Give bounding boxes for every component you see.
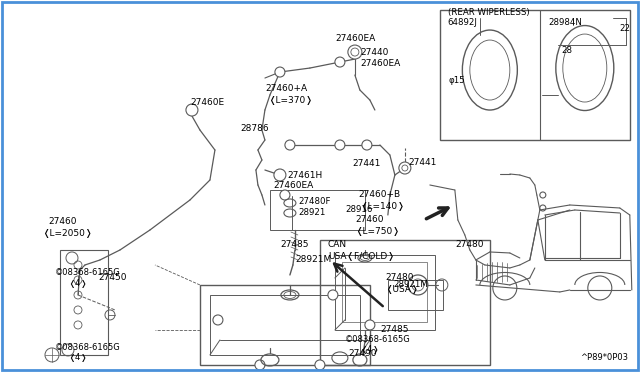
Bar xyxy=(388,280,443,310)
Text: 27485: 27485 xyxy=(380,326,408,334)
Text: 27480: 27480 xyxy=(385,273,413,282)
Text: ©08368-6165G: ©08368-6165G xyxy=(55,343,121,352)
Text: ❬L=750❭: ❬L=750❭ xyxy=(355,228,399,237)
Text: 27441: 27441 xyxy=(352,158,380,167)
Text: (REAR WIPERLESS): (REAR WIPERLESS) xyxy=(448,7,529,17)
Text: 27490: 27490 xyxy=(348,349,376,359)
Circle shape xyxy=(280,190,290,200)
Text: 27460: 27460 xyxy=(355,215,383,224)
Text: ❬4❭: ❬4❭ xyxy=(360,346,379,355)
Text: ^P89*0P03: ^P89*0P03 xyxy=(580,353,628,362)
Bar xyxy=(320,240,490,365)
Bar xyxy=(342,262,427,322)
Text: 22: 22 xyxy=(620,23,631,32)
Text: CAN: CAN xyxy=(328,240,347,250)
Text: ❬4❭: ❬4❭ xyxy=(68,279,87,288)
Text: 27460+A: 27460+A xyxy=(265,84,307,93)
Circle shape xyxy=(285,140,295,150)
Text: 28: 28 xyxy=(562,45,573,55)
Text: 64892J: 64892J xyxy=(448,17,477,26)
Text: 27480F: 27480F xyxy=(298,198,330,206)
Text: 27441: 27441 xyxy=(408,157,436,167)
Text: φ15: φ15 xyxy=(449,76,466,84)
Circle shape xyxy=(335,140,345,150)
Bar xyxy=(335,255,435,330)
Bar xyxy=(200,285,370,365)
Bar xyxy=(440,10,630,140)
Circle shape xyxy=(213,315,223,325)
Circle shape xyxy=(274,169,286,181)
Text: USA❬F/COLD❭: USA❬F/COLD❭ xyxy=(328,253,395,262)
Text: ©08368-6165G: ©08368-6165G xyxy=(55,269,121,278)
Text: 27460E: 27460E xyxy=(190,97,224,106)
Text: 27460: 27460 xyxy=(48,218,77,227)
Circle shape xyxy=(365,320,375,330)
Circle shape xyxy=(362,140,372,150)
Bar xyxy=(210,295,360,355)
Bar xyxy=(270,190,365,230)
Text: 27461H: 27461H xyxy=(287,170,322,180)
Text: 28786: 28786 xyxy=(240,124,269,132)
Text: 27460EA: 27460EA xyxy=(335,33,375,42)
Circle shape xyxy=(399,162,411,174)
Text: 28921M: 28921M xyxy=(295,256,331,264)
Text: 27460+B: 27460+B xyxy=(358,190,400,199)
Text: 27440: 27440 xyxy=(360,48,388,57)
Text: ❬USA❭: ❬USA❭ xyxy=(385,285,419,295)
Text: 28921M: 28921M xyxy=(393,280,428,289)
Text: 27480: 27480 xyxy=(456,240,484,250)
Text: ❬4❭: ❬4❭ xyxy=(68,353,87,362)
Text: ❬L=2050❭: ❬L=2050❭ xyxy=(42,230,92,238)
Text: 27450: 27450 xyxy=(98,273,127,282)
Text: 28916: 28916 xyxy=(345,205,372,215)
Text: 27460EA: 27460EA xyxy=(273,182,313,190)
Text: 27485: 27485 xyxy=(280,240,308,250)
Text: 27460EA: 27460EA xyxy=(360,58,400,68)
Circle shape xyxy=(328,290,338,300)
Text: 28984N: 28984N xyxy=(549,17,582,26)
Circle shape xyxy=(186,104,198,116)
Circle shape xyxy=(255,360,265,370)
Circle shape xyxy=(348,45,362,59)
Text: ❬L=140❭: ❬L=140❭ xyxy=(360,202,404,212)
Circle shape xyxy=(315,360,325,370)
Text: 28921: 28921 xyxy=(298,208,325,218)
Bar xyxy=(60,250,108,355)
Text: ©08368-6165G: ©08368-6165G xyxy=(345,336,411,344)
Circle shape xyxy=(335,57,345,67)
Text: ❬L=370❭: ❬L=370❭ xyxy=(268,96,313,105)
Circle shape xyxy=(275,67,285,77)
